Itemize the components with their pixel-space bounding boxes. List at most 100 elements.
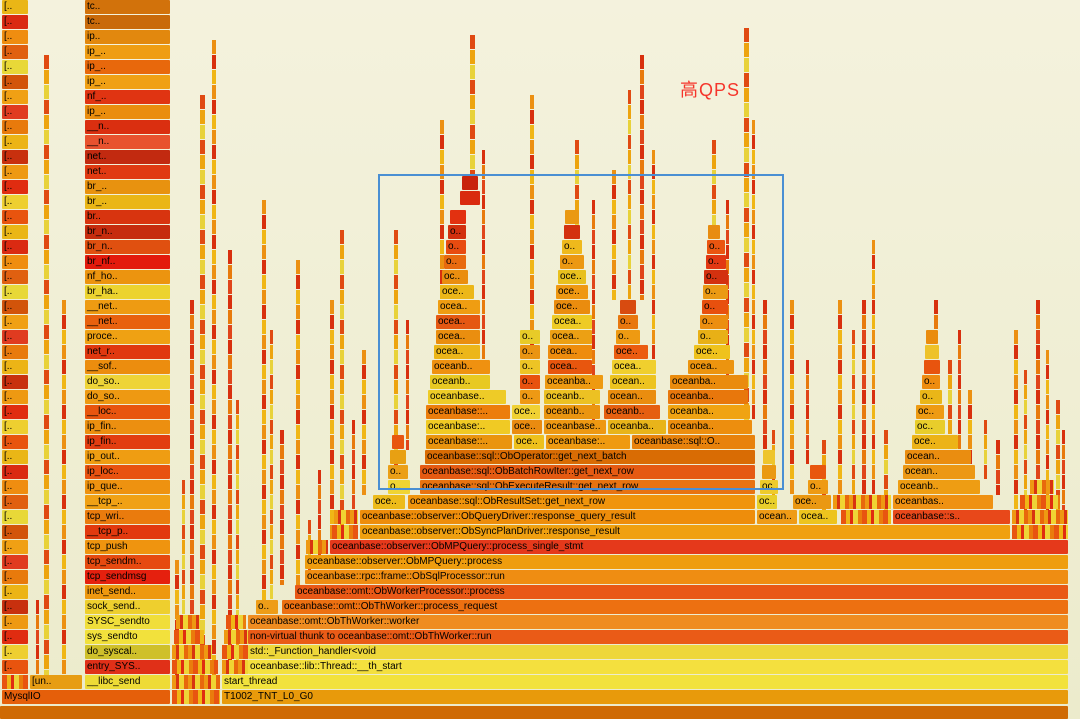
flame-frame[interactable]: net_r.. — [85, 345, 170, 359]
flame-frame[interactable]: o.. — [448, 225, 466, 239]
flame-frame[interactable]: br_.. — [85, 195, 170, 209]
flame-frame[interactable]: oc.. — [757, 495, 777, 509]
flame-spike[interactable] — [752, 120, 755, 420]
flame-frame[interactable]: [.. — [2, 15, 28, 29]
flame-frame[interactable]: ocea.. — [436, 330, 480, 344]
flame-frame[interactable]: o.. — [560, 255, 584, 269]
flame-spike[interactable] — [934, 300, 938, 330]
flame-frame[interactable]: oceanbase.. — [544, 420, 606, 434]
flame-frame[interactable]: ocea.. — [799, 510, 837, 524]
flame-frame[interactable]: o.. — [618, 315, 638, 329]
flame-spike[interactable] — [362, 350, 366, 495]
flame-frame[interactable]: do_so.. — [85, 390, 170, 404]
flame-spike[interactable] — [872, 240, 875, 510]
flame-frame[interactable]: o.. — [562, 240, 582, 254]
flame-spike[interactable] — [1046, 350, 1049, 510]
flame-stripe[interactable] — [841, 510, 891, 524]
flame-frame[interactable]: oc.. — [915, 420, 945, 434]
flame-frame-unlabeled[interactable] — [392, 435, 404, 449]
flame-spike[interactable] — [318, 470, 321, 555]
flame-frame[interactable]: ocean.. — [610, 375, 656, 389]
flame-spike[interactable] — [530, 95, 534, 345]
flame-spike[interactable] — [406, 320, 409, 450]
flame-spike[interactable] — [394, 230, 398, 465]
flame-spike[interactable] — [712, 140, 716, 225]
flame-frame[interactable]: [.. — [2, 390, 28, 404]
flame-frame[interactable]: [.. — [2, 30, 28, 44]
flame-frame[interactable]: oceanbase:.. — [426, 420, 510, 434]
flame-frame[interactable]: ocean.. — [608, 390, 656, 404]
flame-spike[interactable] — [1014, 330, 1018, 510]
flame-frame[interactable]: ocean.. — [905, 450, 971, 464]
flame-frame[interactable]: [.. — [2, 420, 28, 434]
flame-frame[interactable]: o.. — [706, 255, 726, 269]
flame-frame[interactable]: oceanba.. — [668, 390, 748, 404]
flame-frame[interactable]: oceanb.. — [430, 375, 490, 389]
flame-frame[interactable]: oceanba.. — [668, 405, 750, 419]
flame-spike[interactable] — [838, 300, 842, 510]
flame-frame[interactable]: [.. — [2, 255, 28, 269]
flame-spike[interactable] — [62, 300, 66, 675]
flame-frame[interactable]: [.. — [2, 615, 28, 629]
flame-frame[interactable]: __tcp_.. — [85, 495, 170, 509]
flame-frame[interactable]: oceanba.. — [608, 420, 666, 434]
flame-frame[interactable]: [.. — [2, 210, 28, 224]
flame-frame[interactable]: oceanbase::observer::ObQueryDriver::resp… — [360, 510, 755, 524]
flame-frame[interactable]: o.. — [698, 330, 728, 344]
flame-frame[interactable]: br_n.. — [85, 240, 170, 254]
flame-frame[interactable]: oceanb.. — [604, 405, 660, 419]
flame-frame[interactable]: oce.. — [512, 420, 542, 434]
flame-spike[interactable] — [790, 300, 794, 495]
flame-spike[interactable] — [1062, 430, 1065, 510]
flame-frame[interactable]: ocea.. — [548, 360, 592, 374]
flame-stripe[interactable] — [1020, 495, 1060, 509]
flame-frame[interactable]: [.. — [2, 135, 28, 149]
flame-frame[interactable]: __loc.. — [85, 405, 170, 419]
flame-spike[interactable] — [296, 260, 300, 585]
flame-frame[interactable]: ip_loc.. — [85, 465, 170, 479]
flame-frame[interactable]: ocea.. — [612, 360, 656, 374]
flame-spike[interactable] — [652, 150, 655, 420]
flame-frame[interactable]: __n.. — [85, 135, 170, 149]
flame-frame[interactable]: oceanbase::omt::ObThWorker::process_requ… — [282, 600, 1068, 614]
flame-frame-unlabeled[interactable] — [762, 465, 776, 479]
flame-frame[interactable]: nf_ho.. — [85, 270, 170, 284]
flame-spike[interactable] — [1056, 400, 1060, 510]
flame-frame[interactable]: ip_.. — [85, 75, 170, 89]
flame-frame[interactable]: oceanbase:.. — [546, 435, 630, 449]
flame-frame[interactable]: o.. — [616, 330, 640, 344]
flame-frame[interactable]: [.. — [2, 195, 28, 209]
flame-frame[interactable]: [.. — [2, 405, 28, 419]
flame-frame[interactable]: br_nf.. — [85, 255, 170, 269]
flame-frame[interactable]: oceanbase::s.. — [893, 510, 1010, 524]
flame-frame[interactable]: oceanbase::lib::Thread::__th_start — [248, 660, 1068, 674]
flame-frame[interactable]: [.. — [2, 285, 28, 299]
flame-frame[interactable]: [.. — [2, 300, 28, 314]
flame-spike[interactable] — [862, 300, 866, 510]
flame-frame-unlabeled[interactable] — [390, 450, 406, 464]
flame-frame[interactable]: oceanbase::omt::ObWorkerProcessor::proce… — [295, 585, 1068, 599]
flame-frame[interactable]: o.. — [388, 465, 408, 479]
flame-frame[interactable]: tc.. — [85, 0, 170, 14]
flame-frame[interactable]: ip_.. — [85, 45, 170, 59]
flame-frame[interactable]: SYSC_sendto — [85, 615, 170, 629]
flame-frame[interactable]: o.. — [808, 480, 828, 494]
flame-frame[interactable]: [.. — [2, 60, 28, 74]
flame-frame-unlabeled[interactable] — [460, 191, 480, 205]
flame-frame-unlabeled[interactable] — [564, 225, 580, 239]
flame-frame[interactable]: T1002_TNT_L0_G0 — [222, 690, 1068, 704]
flame-frame-unlabeled[interactable] — [810, 465, 826, 479]
flame-frame[interactable]: [.. — [2, 165, 28, 179]
flame-frame[interactable]: [.. — [2, 600, 28, 614]
flame-frame[interactable]: [un.. — [30, 675, 82, 689]
flame-frame[interactable]: ip_que.. — [85, 480, 170, 494]
flame-frame[interactable]: [.. — [2, 45, 28, 59]
flame-frame[interactable]: oceanbase::rpc::frame::ObSqlProcessor::r… — [305, 570, 1068, 584]
flame-spike[interactable] — [340, 230, 344, 525]
flame-frame[interactable]: br_ha.. — [85, 285, 170, 299]
flame-frame[interactable]: oceanb.. — [544, 405, 600, 419]
flame-stripe[interactable] — [222, 660, 248, 674]
flame-spike[interactable] — [470, 35, 475, 176]
flame-frame[interactable]: oceanb.. — [544, 390, 600, 404]
flame-frame[interactable]: ip_out.. — [85, 450, 170, 464]
